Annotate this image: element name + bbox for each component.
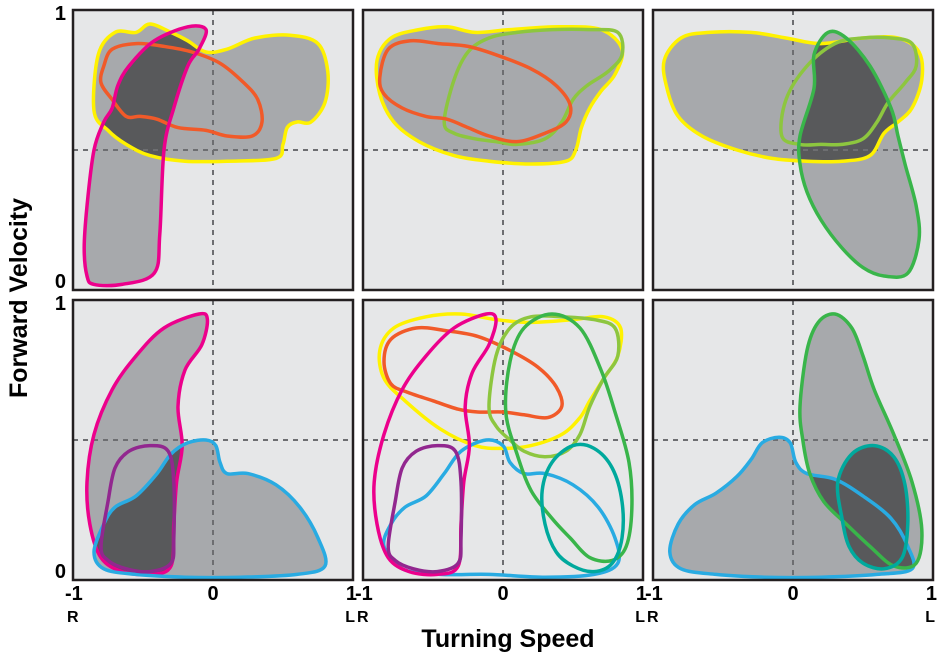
panel-frame	[71, 8, 355, 292]
yellow-region-fill	[376, 26, 623, 164]
panel-frame	[651, 8, 935, 292]
green-region-outline	[798, 312, 924, 570]
x-tick-label: 0	[207, 583, 218, 605]
green-region-outline	[503, 312, 634, 564]
panel-frame	[361, 8, 645, 292]
blue-region-outline	[92, 438, 328, 580]
purple-region-outline	[386, 443, 464, 574]
panel-r0-c1	[361, 8, 645, 292]
x-tick-label: -1	[645, 583, 663, 605]
yellow-region-outline	[91, 22, 331, 164]
x-tick-label: 1	[346, 583, 357, 605]
purple-region-outline	[99, 443, 177, 574]
green-region-outline	[796, 29, 922, 279]
light_green-region-outline	[442, 27, 625, 147]
x-tick-sublabel: L	[345, 609, 355, 626]
light_green-region-outline	[779, 35, 919, 147]
panel-r1-c1	[361, 298, 645, 582]
x-tick-label: 1	[636, 583, 647, 605]
panel-frame	[361, 298, 645, 582]
y-tick-label: 0	[55, 561, 66, 583]
x-tick-sublabel: R	[67, 609, 79, 626]
y-axis-label: Forward Velocity	[5, 198, 33, 398]
orange-region-outline	[377, 38, 573, 144]
x-tick-label: 0	[787, 583, 798, 605]
x-tick-label: 0	[497, 583, 508, 605]
blue-region-outline	[668, 435, 916, 580]
x-tick-label: -1	[355, 583, 373, 605]
y-tick-label: 1	[55, 293, 66, 315]
panel-r1-c0	[71, 298, 355, 582]
x-tick-sublabel: R	[647, 609, 659, 626]
panel-r0-c0	[71, 8, 355, 292]
magenta-region-outline	[82, 24, 209, 288]
x-tick-label: 1	[926, 583, 937, 605]
y-tick-label: 0	[55, 271, 66, 293]
y-tick-label: 1	[55, 3, 66, 25]
panels-layer	[71, 8, 935, 582]
overlap-region	[798, 31, 920, 162]
overlap-region	[94, 439, 208, 575]
magenta-region-outline	[372, 311, 498, 577]
orange-region-outline	[382, 325, 564, 420]
orange-region-outline	[98, 41, 264, 139]
panel-frame	[71, 298, 355, 582]
x-tick-label: -1	[65, 583, 83, 605]
x-axis-label: Turning Speed	[421, 625, 594, 653]
x-tick-sublabel: L	[925, 609, 935, 626]
panel-r1-c2	[651, 298, 935, 582]
x-tick-sublabel: L	[635, 609, 645, 626]
panel-frame	[651, 298, 935, 582]
panel-r0-c2	[651, 8, 935, 292]
teal-region-outline	[540, 442, 625, 574]
yellow-region-outline	[661, 29, 925, 164]
yellow-region-outline	[374, 24, 625, 166]
teal-region-outline	[835, 443, 910, 571]
x-tick-sublabel: R	[357, 609, 369, 626]
